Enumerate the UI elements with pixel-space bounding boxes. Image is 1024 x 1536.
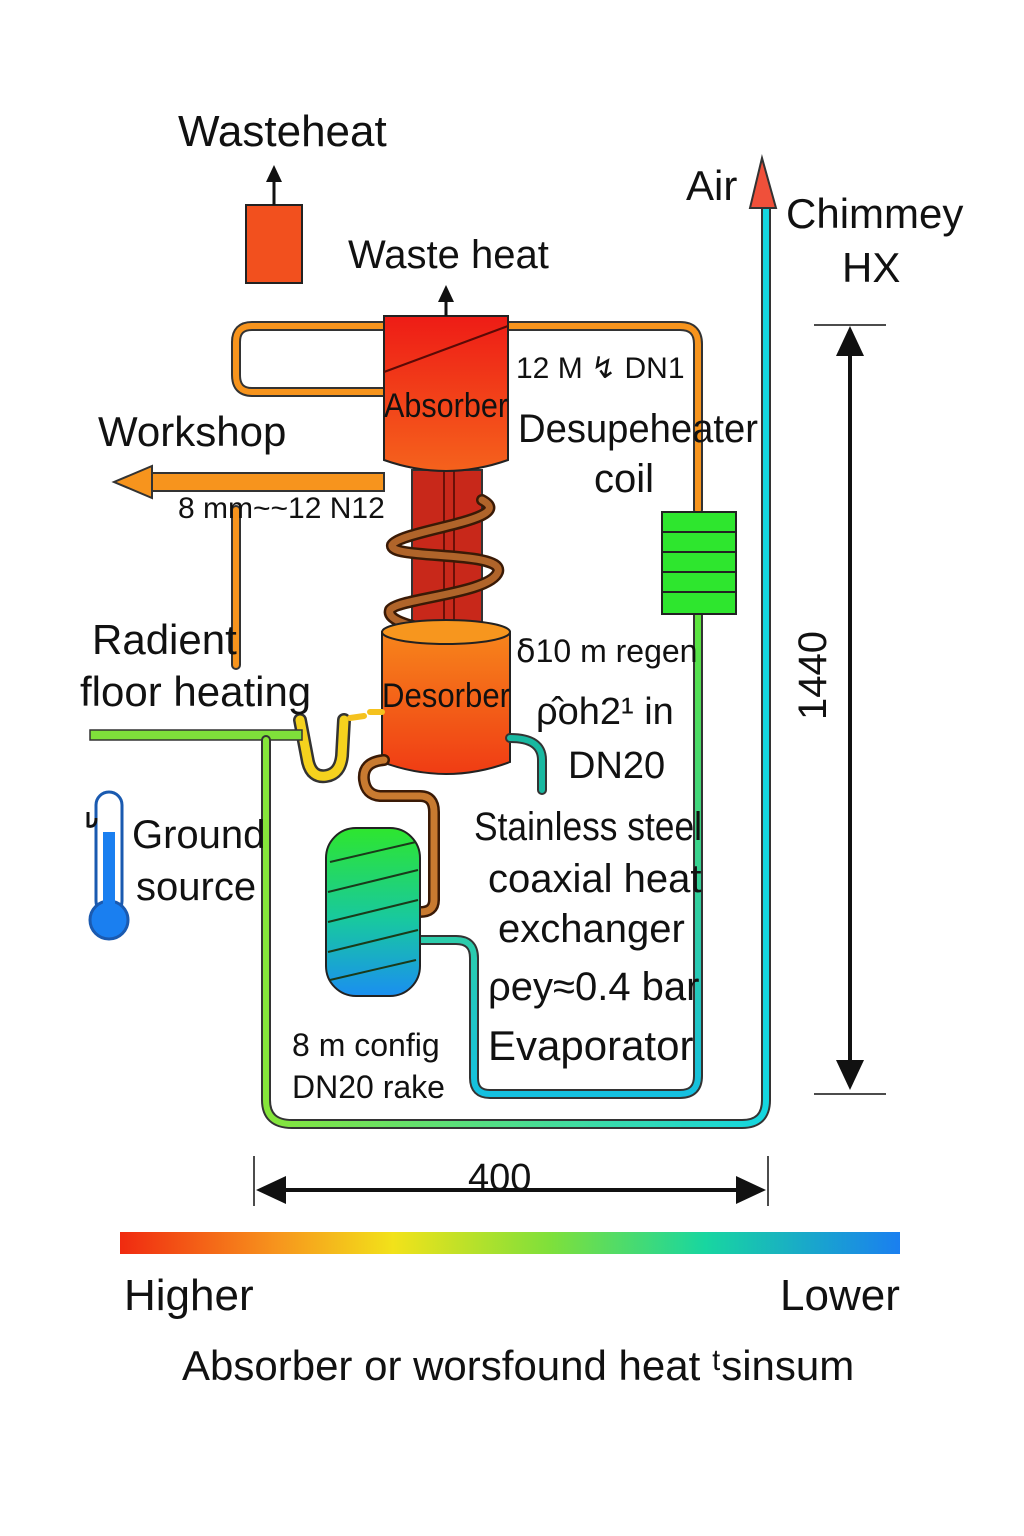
desuperheater-coil-box [661, 511, 737, 615]
temperature-legend-bar [120, 1232, 900, 1254]
absorber-label: Absorber [384, 387, 508, 425]
height-dimension [814, 324, 886, 1095]
width-dimension-label: 400 [468, 1157, 531, 1199]
chimney-label-line2: HX [842, 244, 900, 291]
desorber-outlet-pipe [505, 733, 547, 795]
pressure-label: ρey≈0.4 bar [488, 965, 699, 1009]
width-dimension [253, 1156, 769, 1206]
pressure-head-label-line2: DN20 [568, 745, 665, 787]
warm-loop-pipe [231, 321, 703, 670]
ground-source-label-line2: source [136, 865, 256, 909]
thermometer-icon [86, 790, 130, 941]
height-dimension-label: 1440 [791, 631, 835, 720]
pressure-head-label-line1: ρ̂oh2¹ in [536, 691, 674, 733]
config-label-line1: 8 m config [292, 1027, 440, 1063]
coax-label-line1: Stainless steel [474, 805, 702, 849]
chimney-label-line1: Chimmey [786, 190, 963, 237]
wasteheat-emitter [245, 165, 303, 284]
desorber-evaporator-pipe [357, 754, 440, 918]
waste-heat-label: Waste heat [348, 233, 549, 277]
ground-source-label-line1: Ground [132, 813, 265, 857]
desuperheater-return-pipe [415, 607, 703, 1099]
legend-low-label: Lower [780, 1271, 900, 1320]
pipe-spec-workshop: 8 mm~~12 N12 [178, 492, 385, 525]
desorber-label: Desorber [382, 677, 510, 715]
desuperheater-spiral [383, 494, 504, 638]
coax-label-line2: coaxial heat [488, 857, 701, 901]
evaporator-vessel [325, 827, 421, 997]
workshop-outlet-arrow [111, 464, 385, 500]
pipe-spec-absorber: 12 M ↯ DN1 [516, 352, 685, 385]
air-label: Air [686, 162, 737, 209]
wasteheat-top-label: Wasteheat [178, 107, 387, 156]
config-label-line2: DN20 rake [292, 1069, 445, 1105]
radiant-floor-pipe [89, 729, 303, 741]
desorber-vessel [381, 619, 511, 775]
legend-high-label: Higher [124, 1271, 254, 1320]
desuperheater-label-line2: coil [594, 457, 654, 501]
workshop-label: Workshop [98, 408, 286, 455]
absorber-vessel [383, 285, 509, 472]
air-outlet-arrow [748, 154, 778, 209]
desuperheater-label-line1: Desupeheater [518, 407, 758, 451]
evaporator-label: Evaporator [488, 1022, 693, 1069]
ground-loop-pipe [261, 190, 771, 1129]
radiant-connector [293, 709, 385, 784]
radiant-label-line1: Radient [92, 616, 237, 663]
regen-label: ẟ10 m regen [516, 633, 697, 669]
legend-caption: Absorber or worsfound heat ᵗsinsum [182, 1342, 854, 1389]
coax-label-line3: exchanger [498, 907, 685, 951]
radiant-label-line2: floor heating [80, 668, 311, 715]
